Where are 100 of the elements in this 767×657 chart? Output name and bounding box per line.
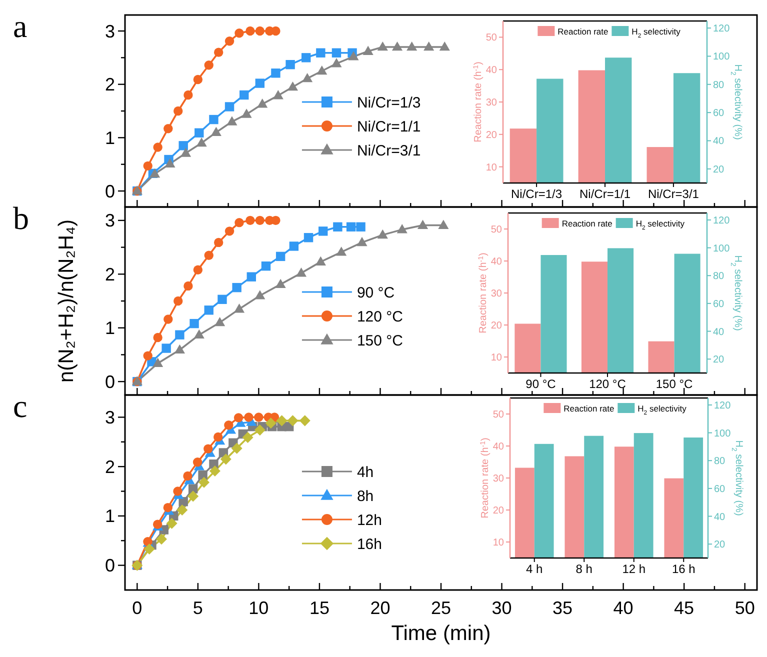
x-tick-label: 10 xyxy=(248,598,269,618)
y2-tick-label: 60 xyxy=(713,298,725,310)
legend-label: Ni/Cr=1/3 xyxy=(356,94,421,112)
x-tick-label: Ni/Cr=1/3 xyxy=(511,187,562,201)
point xyxy=(242,432,254,443)
y-axis-title: n(N₂+H₂)/n(N₂H₄) xyxy=(55,219,78,383)
point xyxy=(173,486,182,496)
legend-label: Ni/Cr=1/1 xyxy=(356,118,421,136)
text: b xyxy=(13,200,29,236)
text: c xyxy=(13,388,28,424)
y-tick-label: 10 xyxy=(490,352,502,364)
point xyxy=(174,106,183,116)
point xyxy=(301,53,311,62)
point xyxy=(254,412,264,422)
point xyxy=(184,281,193,291)
y2-tick-label: 100 xyxy=(714,428,732,440)
x-tick-label: 45 xyxy=(674,598,694,618)
point xyxy=(276,252,286,262)
point xyxy=(180,148,192,157)
point xyxy=(198,476,210,488)
point xyxy=(209,114,218,124)
point xyxy=(272,90,284,100)
y-tick-label: 10 xyxy=(492,538,504,548)
legend-label: 120 °C xyxy=(356,308,404,326)
legend-label: H$_{2}$ selectivity xyxy=(638,404,688,416)
point xyxy=(153,142,162,152)
y2-tick-label: 40 xyxy=(714,512,726,523)
point xyxy=(315,256,326,266)
point xyxy=(331,58,342,68)
x-tick-label: 150 °C xyxy=(656,377,694,391)
point xyxy=(220,454,232,465)
point xyxy=(164,158,176,168)
y-tick-label: 20 xyxy=(486,130,498,141)
point xyxy=(224,102,234,112)
x-tick-label: 4 h xyxy=(526,562,543,576)
point xyxy=(153,332,162,342)
point xyxy=(196,137,207,147)
x-tick-label: 50 xyxy=(734,598,755,618)
y-tick-label: 30 xyxy=(486,98,498,108)
y2-tick-label: 40 xyxy=(713,326,725,338)
point xyxy=(209,466,220,477)
point xyxy=(302,72,313,82)
point xyxy=(254,290,266,300)
point xyxy=(286,60,295,70)
y-tick-label: 40 xyxy=(486,65,498,76)
point xyxy=(318,226,328,236)
legend-label: 4h xyxy=(356,464,374,481)
point xyxy=(224,420,234,430)
legend-label: 150 °C xyxy=(356,332,404,350)
y-tick-label: 50 xyxy=(490,224,502,236)
y-tick-label: 2 xyxy=(104,74,115,95)
point xyxy=(143,161,152,171)
point xyxy=(234,413,244,422)
legend-label: H$_{2}$ selectivity xyxy=(632,26,682,40)
y-tick-label: 2 xyxy=(104,456,115,477)
x-tick-label: 20 xyxy=(370,598,390,618)
point xyxy=(214,316,226,326)
point xyxy=(271,26,280,36)
y2-tick-label: 120 xyxy=(714,400,732,412)
y-tick-label: 1 xyxy=(104,506,115,526)
point xyxy=(392,41,403,51)
y2-tick-label: 60 xyxy=(713,108,725,120)
point xyxy=(214,432,223,442)
point xyxy=(289,242,299,251)
point xyxy=(152,358,164,367)
point xyxy=(234,28,244,38)
point xyxy=(204,60,214,70)
y-tick-label: 3 xyxy=(104,21,115,42)
point xyxy=(417,220,428,229)
point xyxy=(192,458,202,467)
point xyxy=(348,51,359,60)
point xyxy=(257,98,268,108)
point xyxy=(246,216,255,226)
y2-tick-label: 60 xyxy=(714,484,726,495)
point xyxy=(316,48,326,58)
point xyxy=(193,265,203,274)
x-tick-label: Ni/Cr=3/1 xyxy=(648,187,700,201)
point xyxy=(232,282,242,292)
legend-label: Reaction rate xyxy=(562,218,613,228)
point xyxy=(224,36,234,46)
y2-tick-label: 120 xyxy=(713,215,730,226)
point xyxy=(204,444,213,454)
x-tick-label: 120 °C xyxy=(589,377,626,391)
point xyxy=(164,124,173,134)
point xyxy=(296,268,307,277)
point xyxy=(214,238,224,248)
point xyxy=(162,344,171,353)
y-tick-label: 30 xyxy=(492,474,504,484)
point xyxy=(234,218,244,228)
point xyxy=(149,168,160,178)
y-tick-label: 40 xyxy=(492,442,504,452)
point xyxy=(241,108,252,118)
y-tick-label: 3 xyxy=(104,408,115,428)
text: a xyxy=(13,8,28,44)
point xyxy=(261,261,271,271)
y2-tick-label: 80 xyxy=(713,271,725,282)
point xyxy=(184,90,193,100)
point xyxy=(188,490,199,502)
x-tick-label: 40 xyxy=(613,598,634,618)
point xyxy=(304,233,314,242)
